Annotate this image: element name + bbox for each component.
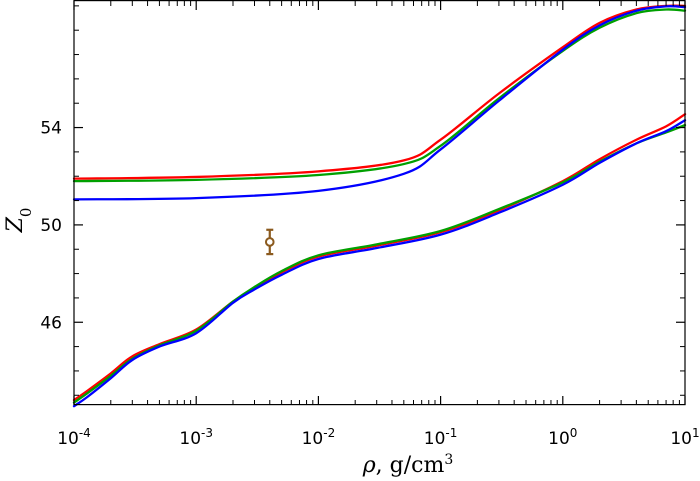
- x-tick-label: 10-3: [179, 426, 213, 449]
- y-tick-label: 50: [40, 216, 62, 236]
- x-tick-label: 10-1: [424, 426, 458, 449]
- x-axis-label: ρ, g/cm3: [362, 452, 454, 478]
- data-point-1: [264, 228, 275, 256]
- plot-frame: [73, 0, 686, 406]
- x-tick-label: 101: [670, 426, 699, 449]
- x-tick-label: 100: [548, 426, 577, 449]
- ticks-layer: 10-4 10-3 10-2 10-1 100 101 46 50 54: [40, 1, 700, 449]
- y-tick-label: 46: [40, 313, 62, 333]
- series-layer: [72, 4, 687, 408]
- point-marker: [264, 237, 275, 247]
- series-line-6: [72, 119, 687, 408]
- series-line-4: [72, 113, 687, 402]
- y-tick-label: 54: [40, 119, 62, 139]
- y-axis-label: Z0: [3, 208, 35, 234]
- series-line-2: [72, 8, 687, 183]
- x-tick-label: 10-4: [57, 426, 91, 449]
- series-line-3: [72, 5, 687, 201]
- x-tick-label: 10-2: [302, 426, 336, 449]
